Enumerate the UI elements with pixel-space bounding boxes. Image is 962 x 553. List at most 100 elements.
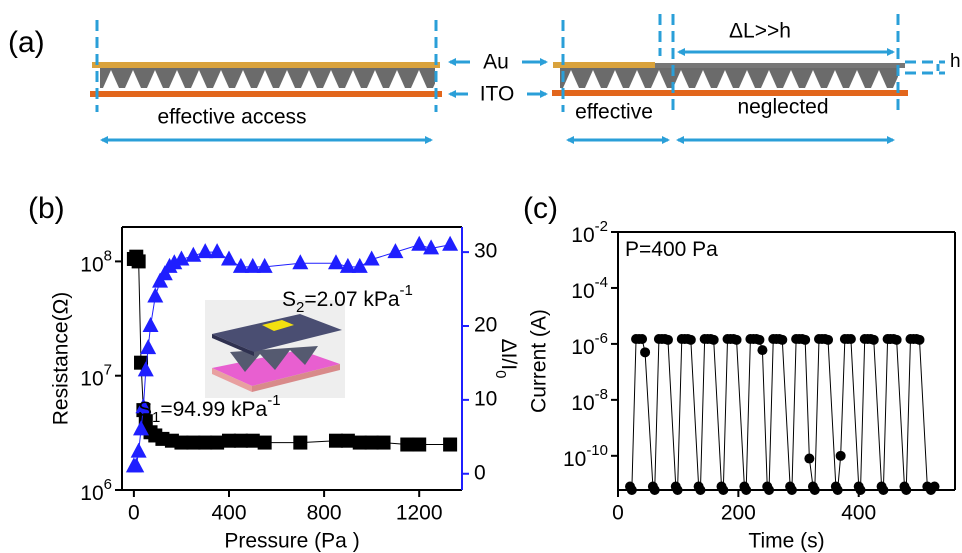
gap-layer	[655, 63, 905, 68]
y-axis-title: Current (A)	[528, 309, 551, 413]
y-tick-label-base: 10	[80, 482, 103, 505]
y-tick-label: 107	[80, 362, 112, 390]
y2-tick-label: 10	[474, 387, 497, 410]
y-tick-label-sup: -10	[586, 442, 608, 459]
y-tick-label-sup: 8	[104, 248, 112, 265]
diagram: (a) effective access Au ITO h ΔL>>h effe…	[8, 14, 961, 140]
marker-triangle	[442, 236, 458, 251]
height-label: h	[950, 51, 961, 72]
x-tick-label: 200	[721, 502, 756, 525]
marker-circle	[637, 334, 647, 344]
series-line	[630, 339, 935, 490]
marker-circle	[804, 454, 814, 464]
marker-circle	[732, 335, 742, 345]
marker-square	[293, 436, 307, 450]
y-tick-label: 10-4	[571, 274, 608, 302]
marker-square	[412, 438, 426, 452]
marker-circle	[892, 335, 902, 345]
y-tick-label: 108	[80, 248, 112, 276]
annotation: S2=2.07 kPa-1	[282, 282, 413, 316]
y2-axis-title: ΔI/I0	[492, 339, 521, 379]
layer-label: Au	[483, 51, 509, 74]
y2-tick-label: 0	[474, 461, 486, 484]
x-tick-label: 0	[128, 502, 140, 525]
annotation-sup: -1	[267, 392, 280, 409]
marker-square	[132, 254, 146, 268]
marker-square	[377, 436, 391, 450]
y-tick-label-base: 10	[80, 253, 103, 276]
annotation-sub: 2	[296, 299, 304, 316]
marker-triangle	[140, 339, 156, 354]
marker-circle	[836, 451, 846, 461]
layer-label: ITO	[480, 83, 515, 106]
y2-axis-title-text: ΔI/I	[497, 339, 520, 371]
marker-circle	[663, 335, 673, 345]
marker-circle	[686, 335, 696, 345]
ito-layer	[552, 90, 908, 96]
y-tick-label-base: 10	[571, 391, 594, 414]
marker-triangle	[147, 287, 163, 302]
y-tick-label-sup: -2	[595, 218, 608, 235]
x-tick-label: 400	[841, 502, 876, 525]
annotation-rest: =2.07 kPa	[304, 288, 399, 311]
x-tick-label: 0	[612, 502, 624, 525]
x-axis-title: Pressure (Pa )	[224, 530, 359, 553]
marker-square	[258, 436, 272, 450]
marker-circle	[914, 335, 924, 345]
y2-tick-label: 30	[474, 240, 497, 263]
marker-circle	[709, 335, 719, 345]
annotation-rest: =94.99 kPa	[160, 398, 267, 421]
pyramid-layer	[560, 68, 898, 88]
marker-square	[443, 438, 457, 452]
figure: (a) effective access Au ITO h ΔL>>h effe…	[0, 0, 962, 553]
annotation-text: S	[282, 288, 296, 311]
y-tick-label-base: 10	[571, 335, 594, 358]
marker-circle	[640, 347, 650, 357]
au-layer	[553, 62, 655, 68]
y-tick-label-sup: -8	[595, 386, 608, 403]
y-tick-label-base: 10	[571, 280, 594, 303]
y-tick-label: 10-2	[571, 218, 608, 246]
y-axis-title: Resistance(Ω)	[50, 292, 73, 426]
y2-tick-label: 20	[474, 314, 497, 337]
y-tick-label-base: 10	[80, 367, 103, 390]
x-tick-label: 800	[307, 502, 342, 525]
annotation: P=400 Pa	[625, 238, 718, 261]
region-label: neglected	[737, 96, 828, 119]
y-tick-label: 106	[80, 476, 112, 504]
y-tick-label: 10-10	[563, 442, 608, 470]
marker-circle	[800, 335, 810, 345]
y-tick-label: 10-6	[571, 330, 608, 358]
y-tick-label-sup: 6	[104, 476, 112, 493]
annotation-sub: 1	[152, 409, 160, 426]
marker-triangle	[131, 443, 147, 458]
x-axis-title: Time (s)	[748, 530, 824, 553]
au-layer	[92, 62, 440, 68]
marker-triangle	[209, 243, 225, 258]
marker-triangle	[292, 254, 308, 269]
y-tick-label-sup: -4	[595, 274, 608, 291]
pyramid-layer	[100, 68, 435, 88]
marker-triangle	[411, 236, 427, 251]
x-tick-label: 1200	[396, 502, 443, 525]
marker-circle	[846, 334, 856, 344]
ito-layer	[90, 91, 442, 97]
marker-triangle	[143, 317, 159, 332]
annotation-text: P=400 Pa	[625, 238, 718, 261]
marker-circle	[777, 335, 787, 345]
page: {"diagram": {"label": "(a)", "top_layer"…	[0, 0, 962, 553]
annotation-sup: -1	[400, 282, 413, 299]
annotation: S1=94.99 kPa-1	[138, 392, 281, 426]
marker-triangle	[328, 254, 344, 269]
y2-axis-title-sub: 0	[492, 370, 509, 378]
marker-circle	[754, 335, 764, 345]
y-tick-label-base: 10	[571, 224, 594, 247]
region-label: effective access	[157, 106, 306, 129]
y-tick-label: 10-8	[571, 386, 608, 414]
panel-label: (c)	[523, 192, 558, 225]
marker-circle	[823, 335, 833, 345]
annotation-text: S	[138, 398, 152, 421]
y-tick-label-base: 10	[563, 447, 586, 470]
region-label: effective	[575, 101, 653, 124]
inset-device	[205, 300, 345, 398]
